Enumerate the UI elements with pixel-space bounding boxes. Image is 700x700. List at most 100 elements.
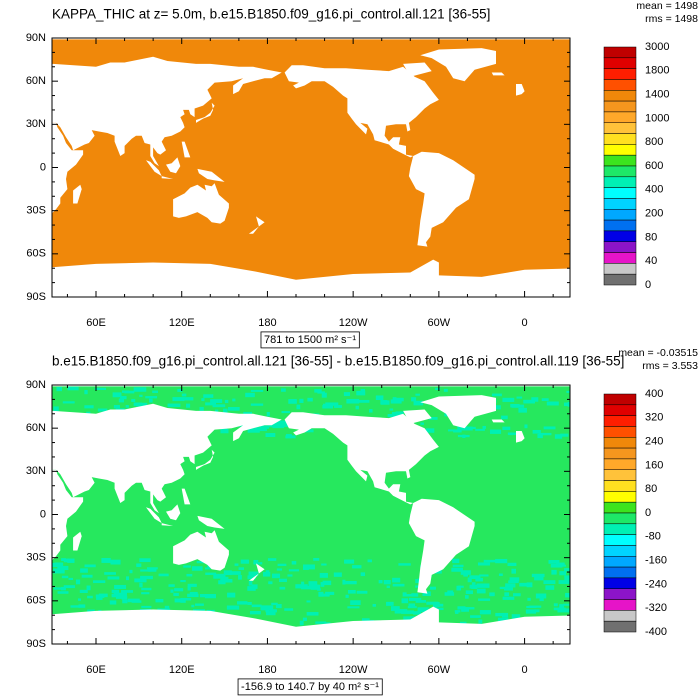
field-patch — [420, 422, 424, 425]
field-patch — [199, 594, 208, 598]
field-patch — [279, 586, 286, 590]
field-patch — [247, 586, 256, 591]
field-patch — [196, 561, 205, 564]
land — [161, 523, 174, 526]
field-patch — [195, 603, 204, 606]
field-patch — [174, 598, 186, 603]
field-patch — [407, 606, 417, 609]
field-patch — [313, 557, 320, 561]
colorbar-box — [603, 230, 637, 242]
land — [173, 183, 229, 224]
field-patch — [356, 399, 370, 403]
field-patch — [110, 559, 121, 565]
field-patch — [408, 603, 416, 608]
field-patch — [183, 597, 192, 601]
field-patch — [435, 387, 441, 390]
colorbar-box — [603, 187, 637, 199]
field-patch — [243, 411, 253, 415]
field-patch — [94, 387, 106, 390]
field-patch — [464, 607, 475, 610]
colorbar-box — [603, 79, 637, 91]
colorbar-label: 200 — [645, 208, 663, 220]
field-patch — [136, 563, 142, 567]
field-patch — [489, 592, 495, 597]
colorbar-label: 80 — [645, 483, 657, 495]
land — [420, 395, 496, 429]
field-patch — [307, 397, 313, 402]
field-patch — [458, 585, 464, 588]
colorbar-box — [603, 252, 637, 264]
field-patch — [230, 571, 241, 575]
field-patch — [465, 590, 473, 595]
field-patch — [164, 605, 170, 610]
field-patch — [204, 594, 217, 599]
field-patch — [221, 428, 228, 431]
field-patch — [395, 411, 404, 416]
field-patch — [394, 609, 408, 614]
field-patch — [265, 433, 276, 437]
field-patch — [386, 601, 394, 606]
colorbar-label: 240 — [645, 436, 663, 448]
field-patch — [476, 583, 490, 588]
field-patch — [346, 398, 360, 404]
land — [52, 122, 84, 214]
map-panel: KAPPA_THIC at z= 5.0m, b.e15.B1850.f09_g… — [26, 0, 698, 349]
field-patch — [180, 579, 186, 583]
field-patch — [548, 560, 560, 564]
field-patch — [272, 424, 285, 429]
field-patch — [67, 386, 79, 391]
field-patch — [415, 393, 420, 396]
colorbar-box — [603, 556, 637, 568]
field-patch — [392, 397, 397, 401]
colorbar-box — [603, 426, 637, 438]
lat-label: 60S — [26, 595, 46, 607]
field-patch — [248, 571, 259, 577]
field-patch — [81, 574, 93, 578]
field-patch — [375, 395, 384, 400]
colorbar-label: -400 — [645, 626, 667, 638]
lon-label: 60E — [86, 317, 106, 329]
field-patch — [471, 584, 478, 589]
field-patch — [53, 568, 65, 574]
field-patch — [139, 582, 143, 588]
field-patch — [95, 594, 101, 598]
field-patch — [511, 614, 521, 619]
field-patch — [534, 609, 540, 613]
field-patch — [140, 575, 153, 580]
field-patch — [170, 589, 174, 593]
field-patch — [314, 389, 322, 393]
field-patch — [207, 564, 212, 569]
field-patch — [401, 610, 414, 614]
land — [181, 488, 191, 505]
field-patch — [98, 593, 108, 598]
field-patch — [463, 572, 468, 577]
field-patch — [87, 609, 95, 612]
field-patch — [120, 395, 127, 400]
field-patch — [287, 574, 293, 577]
field-patch — [86, 585, 91, 591]
field-patch — [391, 606, 400, 611]
field-patch — [432, 603, 444, 607]
field-patch — [213, 573, 226, 579]
field-patch — [131, 398, 136, 402]
field-patch — [401, 598, 409, 604]
field-patch — [550, 563, 563, 568]
field-patch — [53, 587, 63, 590]
field-patch — [61, 586, 66, 591]
panel-stat: rms = 3.553 — [642, 360, 698, 372]
field-patch — [345, 594, 349, 598]
field-patch — [452, 558, 460, 564]
field-patch — [524, 424, 528, 429]
field-patch — [61, 575, 69, 579]
field-patch — [184, 397, 194, 401]
field-patch — [262, 571, 271, 577]
field-patch — [537, 433, 543, 439]
field-patch — [199, 406, 204, 411]
field-patch — [560, 433, 569, 437]
field-patch — [186, 403, 191, 408]
field-patch — [408, 597, 422, 601]
field-patch — [558, 580, 570, 584]
field-patch — [61, 558, 66, 562]
field-patch — [319, 572, 328, 578]
colorbar-label: 600 — [645, 160, 663, 172]
